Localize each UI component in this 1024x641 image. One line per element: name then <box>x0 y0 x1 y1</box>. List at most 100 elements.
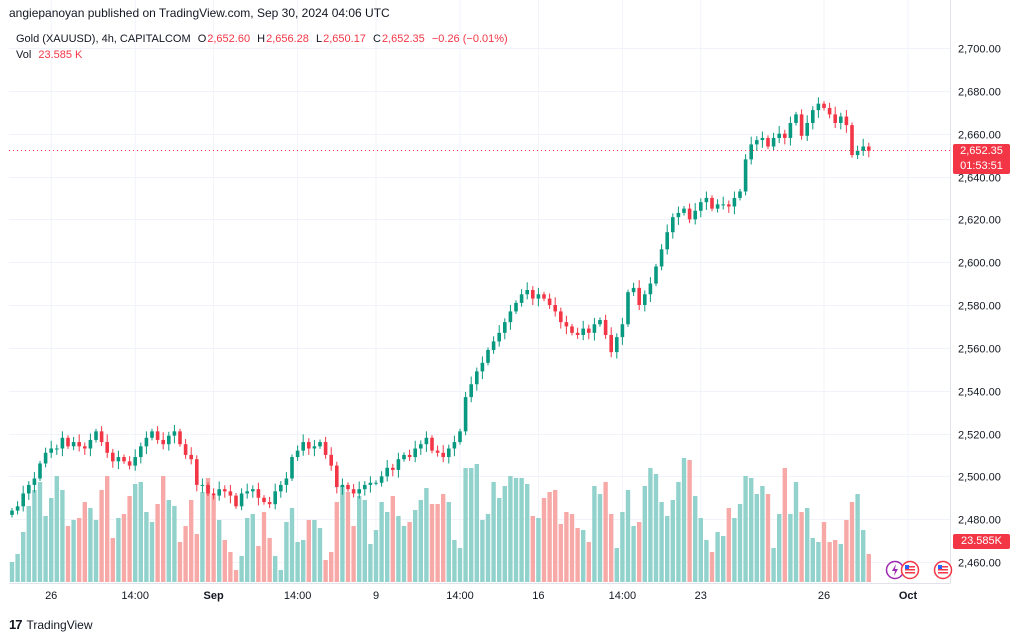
volume-bar <box>329 552 334 582</box>
us-flag-event-icon[interactable] <box>900 560 920 580</box>
candle-body <box>788 122 793 138</box>
candle-body <box>805 122 809 136</box>
y-tick-label: 2,460.00 <box>958 558 1001 570</box>
candle-body <box>682 208 686 213</box>
volume-bar <box>564 512 569 582</box>
candle-body <box>503 322 507 333</box>
volume-bar <box>726 508 731 582</box>
candle-body <box>671 217 675 233</box>
volume-bar <box>105 476 110 582</box>
volume-bar <box>396 516 401 582</box>
volume-bar <box>211 496 216 582</box>
volume-bar <box>676 482 681 582</box>
dividend-event-icon[interactable] <box>885 560 905 580</box>
volume-bar <box>805 508 810 582</box>
candle-body <box>133 457 137 466</box>
candle-body <box>195 459 199 485</box>
candle-body <box>452 442 457 449</box>
x-tick-label: Sep <box>204 590 224 602</box>
candle-body <box>620 324 625 338</box>
volume-bar <box>597 494 603 582</box>
candle-body <box>559 311 563 323</box>
candle-body <box>648 283 653 295</box>
volume-bar <box>581 530 586 582</box>
volume-bar <box>110 538 115 582</box>
candle-body <box>575 332 580 335</box>
y-tick-label: 2,640.00 <box>958 173 1001 185</box>
volume-bar <box>569 514 575 582</box>
volume-bar <box>642 486 647 582</box>
volume-legend[interactable]: Vol 23.585 K <box>16 49 82 61</box>
volume-bar <box>200 492 205 582</box>
volume-bar <box>833 540 838 582</box>
candle-body <box>83 446 87 449</box>
low-value: 2,650.17 <box>323 33 366 45</box>
candle-body <box>318 442 322 447</box>
volume-bar <box>474 464 479 582</box>
volume-bar <box>149 522 155 582</box>
volume-bar <box>446 502 451 582</box>
candle-body <box>245 491 249 494</box>
volume-bar <box>144 512 149 582</box>
volume-bar <box>715 532 720 582</box>
volume-bar <box>603 482 608 582</box>
candle-body <box>827 107 832 115</box>
candle-body <box>385 467 389 477</box>
candle-body <box>172 431 177 436</box>
price-axis[interactable]: 2,460.00 2,480.00 2,500.00 2,520.00 2,540.00… <box>958 44 1001 570</box>
candle-body <box>329 454 333 466</box>
volume-bar <box>838 544 843 582</box>
candle-body <box>637 287 641 305</box>
time-axis[interactable]: 26 14:00 Sep 14:00 9 14:00 16 14:00 23 26 Oct <box>45 590 917 602</box>
candle-body <box>99 431 104 443</box>
candle-body <box>419 444 423 449</box>
volume-bar <box>777 514 782 582</box>
volume-bar <box>513 478 519 582</box>
candle-body <box>88 439 93 449</box>
candle-body <box>55 448 59 450</box>
last-price-badge: 2,652.35 01:53:51 <box>953 144 1010 174</box>
volume-bar <box>698 518 703 582</box>
candle-body <box>654 266 658 284</box>
candle-body <box>855 150 860 156</box>
volume-bar <box>547 492 552 582</box>
candle-body <box>822 103 826 108</box>
volume-bar <box>60 490 65 582</box>
y-tick-label: 2,700.00 <box>958 44 1001 56</box>
volume-bar <box>49 498 54 582</box>
candle-body <box>424 437 429 445</box>
volume-bar <box>737 504 743 582</box>
volume-bar <box>334 502 339 582</box>
candle-body <box>615 337 619 353</box>
candle-body <box>116 457 121 462</box>
us-flag-event-icon-axis[interactable] <box>933 560 953 580</box>
volume-bar <box>693 496 698 582</box>
volume-bar <box>821 522 827 582</box>
volume-bar <box>827 542 832 582</box>
y-tick-label: 2,660.00 <box>958 130 1001 142</box>
candle-body <box>234 495 238 507</box>
volume-bar <box>614 548 619 582</box>
candle-body <box>351 489 356 494</box>
candle-body <box>581 328 585 335</box>
volume-bar <box>133 484 138 582</box>
tradingview-logo[interactable]: 17 TradingView <box>9 617 93 632</box>
volume-bar <box>407 522 412 582</box>
symbol-legend[interactable]: Gold (XAUUSD), 4h, CAPITALCOM O2,652.60 … <box>16 33 508 45</box>
x-tick-label: 26 <box>45 590 57 602</box>
candle-body <box>861 146 865 151</box>
volume-bar <box>15 554 20 582</box>
volume-bar <box>368 544 373 582</box>
volume-bar <box>519 478 524 582</box>
candle-body <box>178 431 182 445</box>
y-tick-label: 2,560.00 <box>958 344 1001 356</box>
volume-bar <box>340 486 345 582</box>
candle-body <box>525 290 529 295</box>
candle-body <box>553 305 557 312</box>
y-tick-label: 2,480.00 <box>958 515 1001 527</box>
volume-bar <box>418 500 423 582</box>
symbol-name[interactable]: Gold (XAUUSD), 4h, CAPITALCOM <box>16 33 191 45</box>
volume-bar <box>379 502 384 582</box>
volume-bar <box>127 496 132 582</box>
